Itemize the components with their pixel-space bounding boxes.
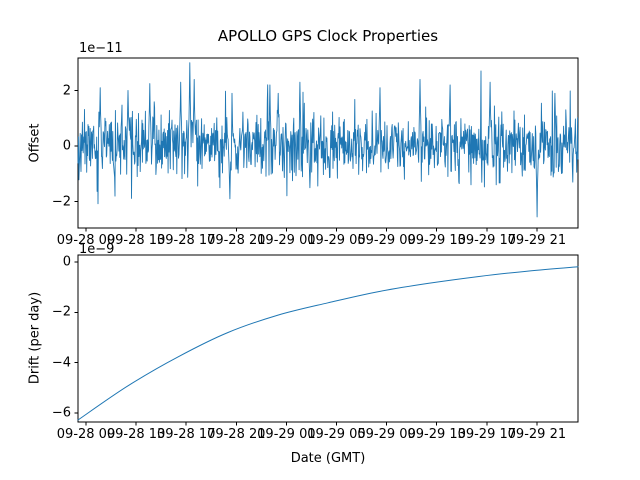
offset-series-line bbox=[77, 62, 579, 218]
x-tick-label: 09-28 09 bbox=[56, 233, 116, 248]
x-tick-label: 09-29 09 bbox=[357, 427, 416, 442]
x-tick-label: 09-28 17 bbox=[156, 233, 216, 248]
drift-y-axis-label: Drift (per day) bbox=[27, 291, 43, 385]
offset-scale-label: 1e−11 bbox=[79, 41, 123, 56]
x-tick-label: 09-28 13 bbox=[106, 427, 166, 442]
y-tick-label: −6 bbox=[51, 405, 71, 421]
drift-series-line bbox=[77, 266, 579, 421]
offset-y-axis-label: Offset bbox=[27, 123, 43, 163]
y-tick-label: −4 bbox=[51, 355, 71, 371]
drift-plot-frame bbox=[77, 254, 579, 423]
x-tick-label: 09-29 01 bbox=[257, 233, 316, 248]
x-tick-label: 09-29 21 bbox=[507, 427, 567, 442]
x-tick-label: 09-28 21 bbox=[207, 233, 266, 248]
x-tick-label: 09-29 13 bbox=[407, 427, 466, 442]
x-tick-label: 09-29 09 bbox=[357, 233, 416, 248]
y-tick-label: 2 bbox=[62, 83, 71, 98]
y-tick-label: −2 bbox=[51, 304, 71, 320]
x-axis-label: Date (GMT) bbox=[290, 451, 366, 466]
x-tick-label: 09-29 17 bbox=[457, 427, 517, 442]
x-tick-label: 09-29 01 bbox=[257, 427, 316, 442]
x-tick-label: 09-29 21 bbox=[507, 233, 567, 248]
x-tick-label: 09-28 21 bbox=[207, 427, 266, 442]
drift-scale-label: 1e−9 bbox=[79, 242, 115, 257]
y-tick-label: 0 bbox=[62, 138, 71, 154]
x-tick-label: 09-28 13 bbox=[106, 233, 166, 248]
drift-plot-tick-marks bbox=[74, 261, 538, 426]
figure-title: APOLLO GPS Clock Properties bbox=[217, 27, 439, 45]
x-tick-label: 09-28 09 bbox=[56, 427, 116, 442]
y-tick-label: 0 bbox=[62, 254, 71, 270]
y-tick-label: −2 bbox=[51, 194, 71, 210]
x-tick-label: 09-29 05 bbox=[307, 427, 366, 442]
x-tick-label: 09-29 13 bbox=[407, 233, 466, 248]
x-tick-label: 09-28 17 bbox=[156, 427, 216, 442]
x-tick-label: 09-29 05 bbox=[307, 233, 366, 248]
x-tick-label: 09-29 17 bbox=[457, 233, 517, 248]
offset-plot-tick-marks bbox=[74, 90, 538, 232]
